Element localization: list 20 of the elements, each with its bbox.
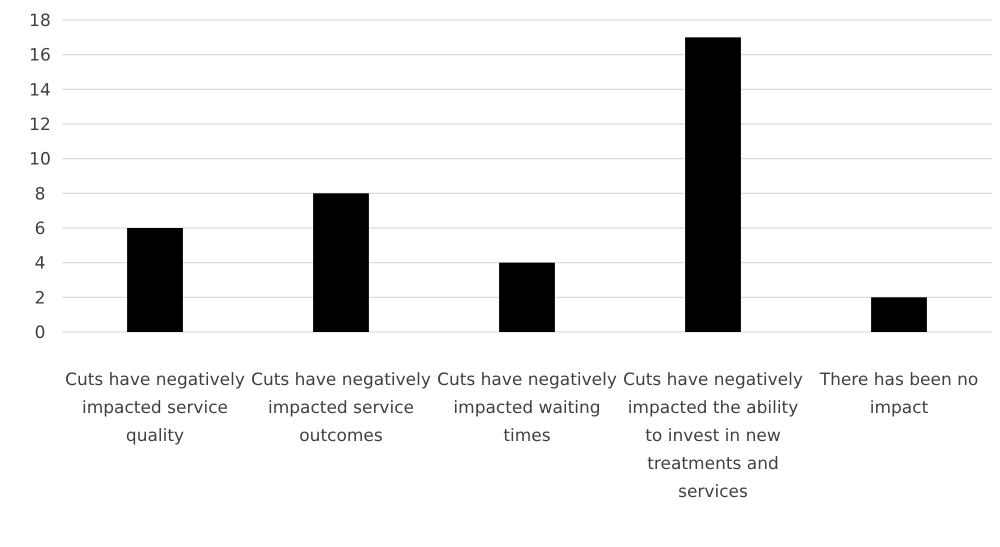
y-tick-label: 0 bbox=[34, 322, 46, 343]
y-tick-label: 16 bbox=[29, 46, 51, 66]
x-tick-label: Cuts have negatively impacted service outcomes bbox=[251, 370, 431, 446]
bar bbox=[871, 297, 927, 332]
y-tick-label: 6 bbox=[34, 218, 46, 239]
y-tick-label: 14 bbox=[29, 80, 51, 100]
y-tick-label: 12 bbox=[29, 114, 51, 135]
y-tick-label: 2 bbox=[34, 288, 46, 308]
bar bbox=[127, 228, 183, 332]
x-tick-label: There has been no impact bbox=[818, 370, 978, 418]
x-tick-label: Cuts have negatively impacted the ability to invest in new treatments and services bbox=[623, 370, 803, 502]
y-tick-label: 4 bbox=[34, 254, 46, 274]
bar bbox=[499, 262, 555, 332]
bar bbox=[313, 193, 369, 332]
x-tick-label: Cuts have negatively impacted service quality bbox=[65, 370, 245, 446]
y-tick-label: 8 bbox=[34, 184, 46, 204]
y-tick-label: 10 bbox=[29, 150, 51, 170]
y-tick-label: 18 bbox=[29, 10, 51, 31]
x-tick-label: Cuts have negatively impacted waiting times bbox=[437, 370, 617, 446]
bar bbox=[685, 37, 741, 332]
